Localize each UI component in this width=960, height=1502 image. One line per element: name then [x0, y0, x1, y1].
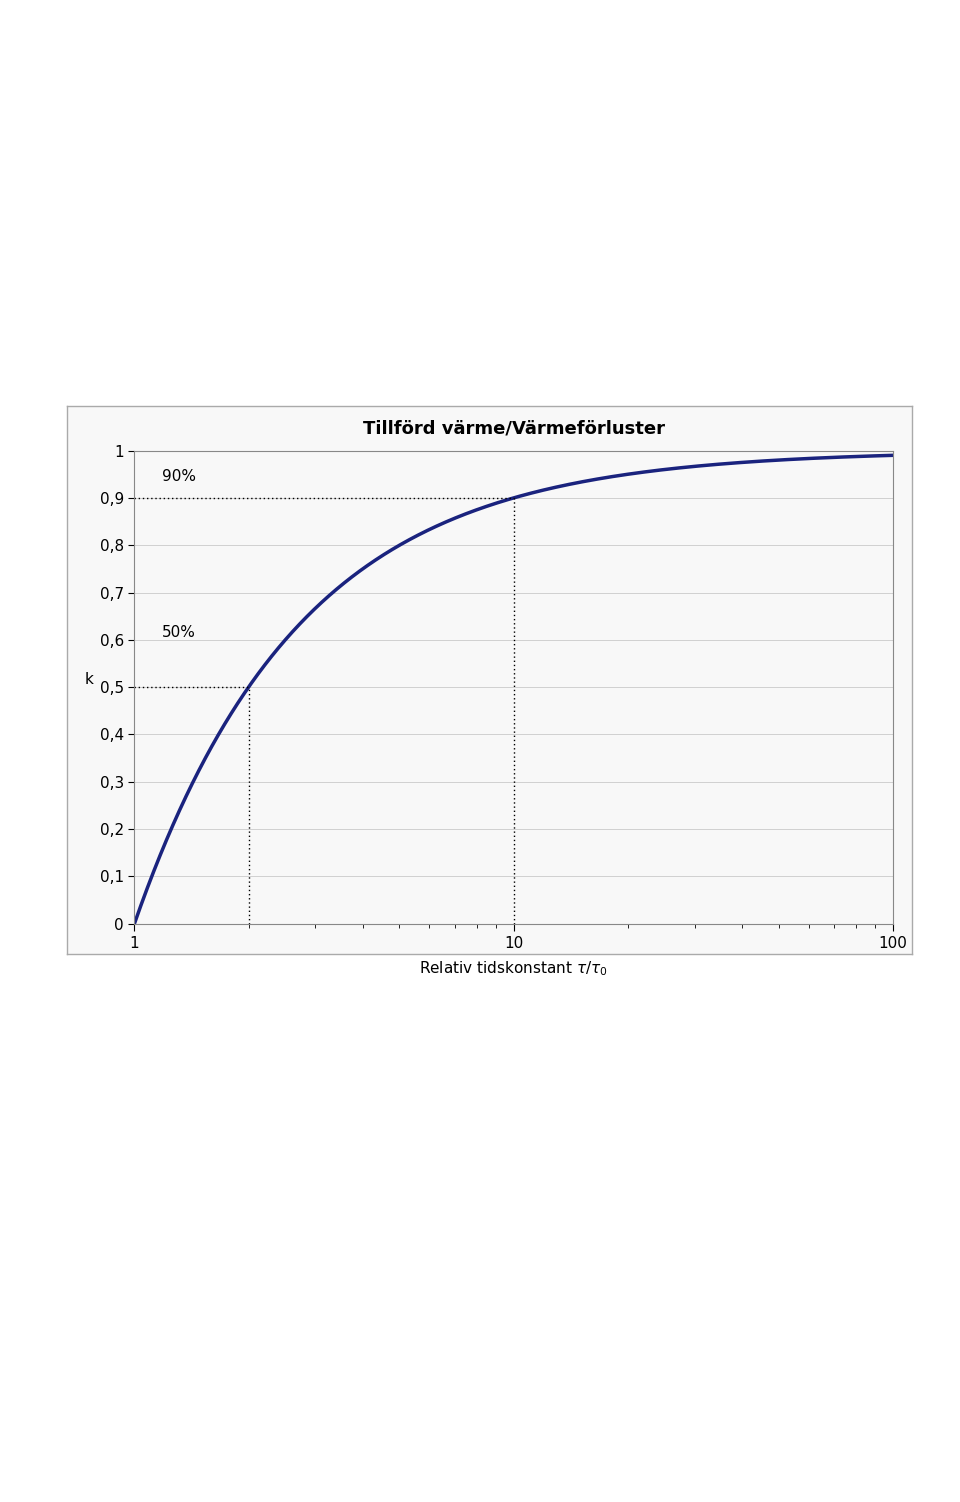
- Title: Tillförd värme/Värmeförluster: Tillförd värme/Värmeförluster: [363, 421, 664, 439]
- Text: 90%: 90%: [161, 469, 196, 484]
- Text: 50%: 50%: [161, 625, 196, 640]
- Y-axis label: k: k: [84, 673, 93, 688]
- X-axis label: Relativ tidskonstant $\tau/\tau_0$: Relativ tidskonstant $\tau/\tau_0$: [420, 958, 608, 978]
